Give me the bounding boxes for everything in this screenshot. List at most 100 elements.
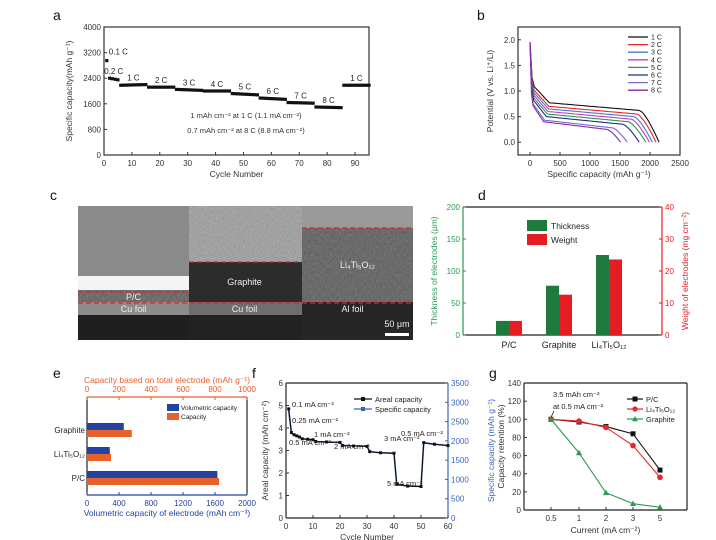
panel-a: 0 10 20 30 40 50 60 70 80 90 0 800 1600 2400 3200 4000 C…	[64, 23, 371, 179]
data-point	[158, 85, 162, 89]
annotation: 3.5 mAh cm⁻²	[553, 390, 600, 399]
y-axis-label: Thickness of electrodes (μm)	[429, 216, 439, 325]
sem-background	[78, 206, 189, 276]
data-point	[446, 444, 450, 448]
bar-capacity	[87, 454, 111, 461]
data-point	[341, 444, 345, 448]
data-point	[657, 474, 663, 481]
category-label: P/C	[72, 474, 86, 483]
legend-label: Specific capacity	[375, 405, 431, 414]
category-label: Graphite	[542, 340, 577, 350]
annotation: 1 mA cm⁻²	[314, 430, 350, 439]
data-point	[149, 85, 154, 89]
data-point	[433, 442, 436, 446]
x-tick-label: 2	[604, 514, 609, 523]
data-point	[603, 424, 609, 431]
y-tick-label: 3200	[83, 49, 101, 58]
x-tick-label: 400	[112, 499, 126, 508]
legend-label: Graphite	[646, 415, 675, 424]
x-tick-label: 50	[239, 159, 248, 168]
panel-label-d: d	[478, 187, 486, 203]
data-point	[247, 92, 251, 97]
data-point	[155, 85, 159, 89]
rate-label: 6 C	[267, 87, 280, 96]
data-point	[379, 451, 382, 455]
data-point	[163, 85, 167, 89]
legend-label: 1 C	[651, 35, 662, 42]
category-label: Li₄Ti₅O₁₂	[592, 340, 628, 350]
y-tick-label: 6	[279, 379, 284, 388]
y-tick-label: 100	[447, 267, 461, 276]
x-tick-label: 5	[658, 514, 663, 523]
y-tick-label: 40	[512, 470, 521, 479]
x-tick-label: 90	[351, 159, 360, 168]
series-line	[529, 42, 628, 143]
data-point	[216, 89, 220, 93]
legend-swatch	[527, 220, 547, 231]
sem-layer-graphite	[189, 262, 302, 302]
sem-cu-foil	[189, 302, 302, 315]
data-point	[353, 83, 357, 87]
legend-label: 4 C	[651, 57, 662, 64]
panel-b: 0 500 1000 1500 2000 2500 0.0 0.5 1.0 1.5 2.0 Speci…	[485, 26, 689, 179]
y-tick-label: 10	[665, 299, 674, 308]
category-label: P/C	[501, 340, 517, 350]
x-axis-label: Specific capacity (mAh g⁻¹)	[547, 169, 650, 179]
x-axis-label-top: Capacity based on total electrode (mAh g…	[84, 375, 250, 385]
legend-marker	[361, 407, 365, 411]
y-tick-label: 150	[447, 235, 461, 244]
data-point	[200, 88, 204, 92]
x-tick-label: 400	[144, 385, 158, 394]
annotation: 0.5 mA cm⁻²	[401, 429, 443, 438]
data-point	[191, 88, 195, 92]
y-tick-label: 800	[88, 125, 102, 134]
data-point	[347, 83, 352, 87]
x-axis-label: Current (mA cm⁻²)	[571, 525, 641, 535]
data-point	[130, 83, 134, 87]
data-point	[269, 97, 273, 101]
data-point	[283, 97, 287, 101]
data-point	[419, 485, 423, 488]
data-point	[350, 83, 354, 87]
data-point	[342, 83, 346, 87]
data-point	[367, 83, 371, 87]
legend-label: 8 C	[651, 88, 662, 95]
data-point	[603, 489, 609, 496]
legend-label: 3 C	[651, 50, 662, 57]
x-tick-label: 1000	[238, 385, 256, 394]
x-axis-label: Volumetric capacity of electrode (mAh cm…	[84, 508, 251, 518]
data-point	[205, 89, 209, 93]
y-tick-label: 1	[279, 492, 284, 501]
data-point	[314, 440, 318, 443]
data-point	[630, 500, 636, 507]
y-tick-label: 120	[508, 397, 522, 406]
x-tick-label: 60	[267, 159, 276, 168]
data-point	[336, 105, 340, 110]
x-tick-label: 0	[85, 385, 90, 394]
y-tick-label: 30	[665, 235, 674, 244]
category-label: Li₄Ti₅O₁₂	[54, 450, 85, 459]
data-point	[197, 88, 201, 92]
data-point	[183, 88, 187, 92]
y-axis-label: Areal capacity (mAh cm⁻²)	[260, 400, 270, 500]
data-point	[395, 482, 399, 486]
panel-c-sem-image: P/C Cu foil Graphite Cu foil Li₄Ti₅O₁₂ Al foi…	[78, 206, 413, 340]
y-tick-label: 3000	[451, 398, 469, 407]
panel-label-c: c	[50, 187, 57, 203]
bar-thickness	[596, 255, 609, 335]
legend-label: 7 C	[651, 80, 662, 87]
bar-volumetric	[87, 471, 218, 478]
panel-label-a: a	[53, 7, 61, 23]
data-point	[113, 77, 117, 81]
x-tick-label: 50	[417, 522, 426, 531]
y-tick-label: 50	[451, 299, 460, 308]
x-tick-label: 800	[208, 385, 222, 394]
sem-bottom	[189, 315, 302, 340]
series-line	[529, 42, 650, 143]
data-point	[147, 85, 151, 89]
y-tick-label: 0.5	[504, 113, 516, 122]
data-point	[548, 416, 554, 422]
data-point	[135, 83, 140, 87]
bar-weight	[609, 259, 622, 335]
annotation-arrow	[550, 410, 555, 418]
